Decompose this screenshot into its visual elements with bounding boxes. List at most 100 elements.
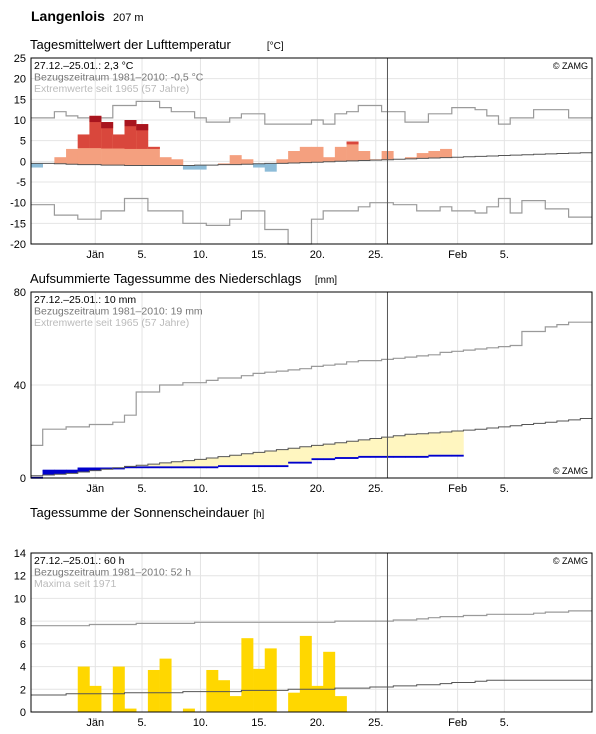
precip-value-bar — [183, 466, 195, 468]
precip-value-bar — [54, 470, 66, 472]
precip-value-bar — [218, 465, 230, 467]
sun-value-bar — [160, 659, 172, 712]
precip-xtick-label: 10. — [193, 483, 208, 495]
precip-deficit-band — [253, 452, 265, 465]
precip-reference-line — [31, 419, 592, 476]
sun-xtick-label: 15. — [251, 717, 266, 729]
temp-value-bar — [276, 159, 288, 163]
temp-xtick-label: 20. — [310, 249, 325, 261]
precip-deficit-band — [230, 455, 242, 465]
sun-ytick-label: 2 — [20, 684, 26, 696]
precip-value-bar — [89, 468, 101, 470]
sun-xtick-label: Feb — [448, 717, 467, 729]
precip-xtick-label: Jän — [86, 483, 104, 495]
precip-value-bar — [323, 458, 335, 460]
sun-value-bar — [241, 638, 253, 712]
temp-value-bar — [160, 157, 172, 165]
precip-value-bar — [358, 456, 370, 458]
temp-xtick-label: 5. — [137, 249, 146, 261]
temp-value-bar — [230, 155, 242, 165]
sun-ytick-label: 14 — [14, 548, 26, 560]
temp-ytick-label: 20 — [14, 74, 26, 86]
precip-deficit-band — [428, 433, 440, 455]
temp-value-bar — [312, 147, 324, 162]
precip-deficit-band — [358, 440, 370, 456]
precip-value-bar — [66, 470, 78, 472]
precip-value-bar — [148, 466, 160, 468]
precip-value-bar — [171, 466, 183, 468]
precip-unit: [mm] — [315, 275, 337, 286]
temp-value-bar-extreme — [101, 122, 113, 128]
sun-info-line: Bezugszeitraum 1981–2010: 52 h — [34, 567, 191, 579]
precip-value-bar — [265, 465, 277, 467]
precip-value-bar — [253, 465, 265, 467]
precip-value-bar — [335, 457, 347, 459]
temp-value-bar — [347, 141, 359, 160]
sun-value-bar — [323, 652, 335, 712]
precip-deficit-band — [265, 451, 277, 465]
temp-value-bar — [417, 153, 429, 158]
sun-value-bar — [335, 696, 347, 712]
precip-value-bar — [43, 470, 55, 472]
temp-info-line: 27.12.–25.01.: 2,3 °C — [34, 60, 134, 72]
precip-deficit-band — [452, 431, 464, 455]
temp-ytick-label: 25 — [14, 53, 26, 65]
sun-value-bar — [148, 670, 160, 712]
precip-value-bar — [393, 456, 405, 458]
sun-value-bar — [89, 686, 101, 712]
precip-xtick-label: 5. — [137, 483, 146, 495]
sun-value-bar — [78, 667, 90, 712]
sun-ytick-label: 6 — [20, 639, 26, 651]
temp-value-bar — [241, 159, 253, 164]
sun-value-bar — [125, 709, 137, 712]
precip-info-line: Extremwerte seit 1965 (57 Jahre) — [34, 317, 189, 329]
precip-value-bar — [428, 455, 440, 457]
temp-value-bar-extreme — [89, 116, 101, 122]
precip-xtick-label: 25. — [368, 483, 383, 495]
precip-value-bar — [288, 462, 300, 464]
sun-xtick-label: 5. — [500, 717, 509, 729]
sun-xtick-label: 10. — [193, 717, 208, 729]
precip-value-bar — [230, 465, 242, 467]
precip-value-bar — [195, 466, 207, 468]
precip-deficit-band — [218, 457, 230, 466]
precip-deficit-band — [288, 448, 300, 461]
station-altitude: 207 m — [113, 12, 144, 24]
precip-copyright: © ZAMG — [553, 466, 588, 476]
precip-value-bar — [78, 468, 90, 470]
temp-value-bar — [171, 159, 183, 165]
precip-deficit-band — [206, 458, 218, 466]
sun-copyright: © ZAMG — [553, 556, 588, 566]
sun-xtick-label: Jän — [86, 717, 104, 729]
temp-value-bar-high — [347, 141, 359, 144]
precip-ytick-label: 80 — [14, 287, 26, 299]
temp-ytick-label: 0 — [20, 156, 26, 168]
sun-value-bar — [113, 667, 125, 712]
precip-deficit-band — [393, 436, 405, 456]
temp-copyright: © ZAMG — [553, 61, 588, 71]
sun-ytick-label: 8 — [20, 616, 26, 628]
precip-deficit-band — [183, 461, 195, 467]
sun-title: Tagessumme der Sonnenscheindauer — [30, 505, 250, 520]
precip-deficit-band — [276, 450, 288, 466]
temp-ytick-label: -20 — [10, 239, 26, 251]
precip-deficit-band — [405, 434, 417, 456]
temp-value-bar — [54, 157, 66, 164]
precip-deficit-band — [171, 462, 183, 467]
precip-xtick-label: 15. — [251, 483, 266, 495]
sun-info-line: 27.12.–25.01.: 60 h — [34, 555, 125, 567]
temp-unit: [°C] — [267, 41, 284, 52]
sun-value-bar — [218, 680, 230, 712]
temp-info-line: Extremwerte seit 1965 (57 Jahre) — [34, 83, 189, 95]
temp-value-bar — [323, 157, 335, 162]
precip-deficit-band — [417, 434, 429, 456]
temp-ytick-label: -5 — [16, 177, 26, 189]
temp-value-bar — [358, 151, 370, 161]
sun-xtick-label: 5. — [137, 717, 146, 729]
precip-value-bar — [405, 456, 417, 458]
precip-deficit-band — [195, 459, 207, 466]
temp-ytick-label: 5 — [20, 136, 26, 148]
precip-xtick-label: 20. — [310, 483, 325, 495]
